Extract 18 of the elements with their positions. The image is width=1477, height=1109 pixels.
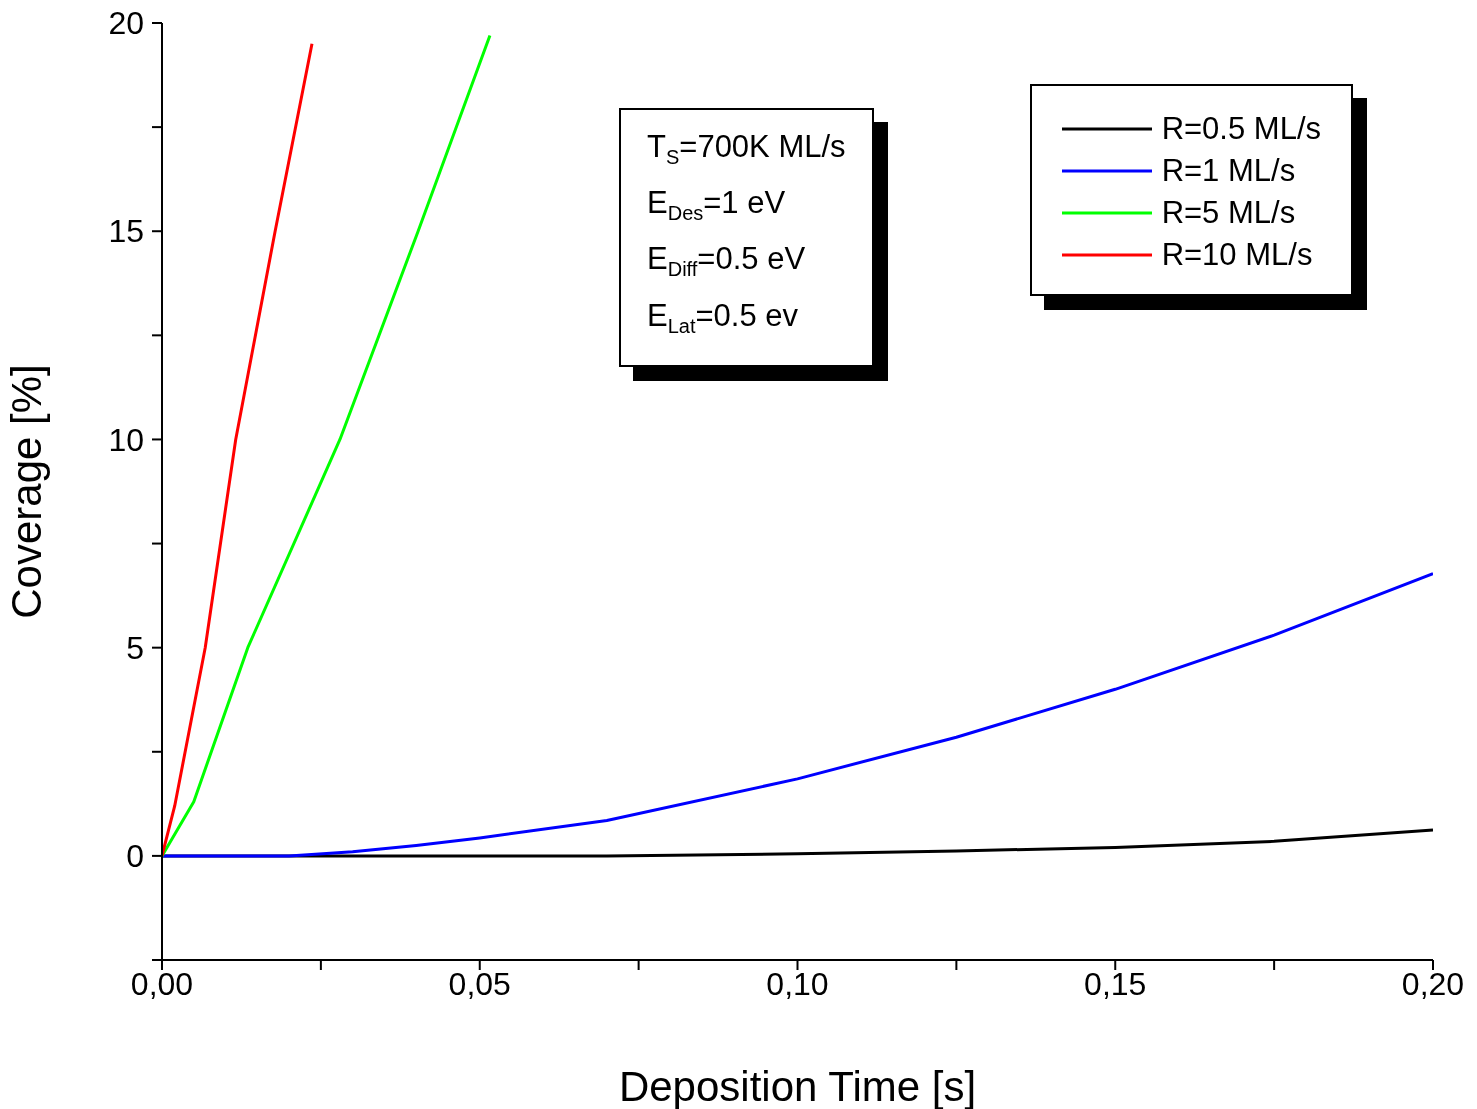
legend-label: R=5 ML/s — [1161, 195, 1296, 231]
y-tick-label: 0 — [126, 838, 144, 875]
x-tick-label: 0,00 — [130, 965, 194, 1002]
y-tick-label: 15 — [108, 213, 144, 250]
x-tick-label: 0,15 — [1084, 965, 1147, 1002]
legend-label: R=10 ML/s — [1161, 237, 1313, 273]
line-series — [162, 33, 492, 858]
text: T$_{S}$=700K ML/s E$_{Des}$=1 eV E$_{Diff}$=0.5 eV E$_{Lat}$=0.5 ev — [647, 129, 846, 337]
line-series — [162, 42, 314, 858]
y-tick-label: 10 — [108, 421, 144, 458]
x-tick-label: 0,05 — [448, 965, 511, 1002]
legend-label: R=0.5 ML/s — [1161, 111, 1321, 147]
y-tick-label: 20 — [108, 5, 144, 42]
x-tick-label: 0,10 — [766, 965, 829, 1002]
y-tick-label: 5 — [126, 629, 144, 666]
legend-label: R=1 ML/s — [1161, 153, 1296, 189]
x-tick-label: 0,20 — [1401, 965, 1465, 1002]
y-axis-title: Coverage [%] — [2, 364, 50, 619]
